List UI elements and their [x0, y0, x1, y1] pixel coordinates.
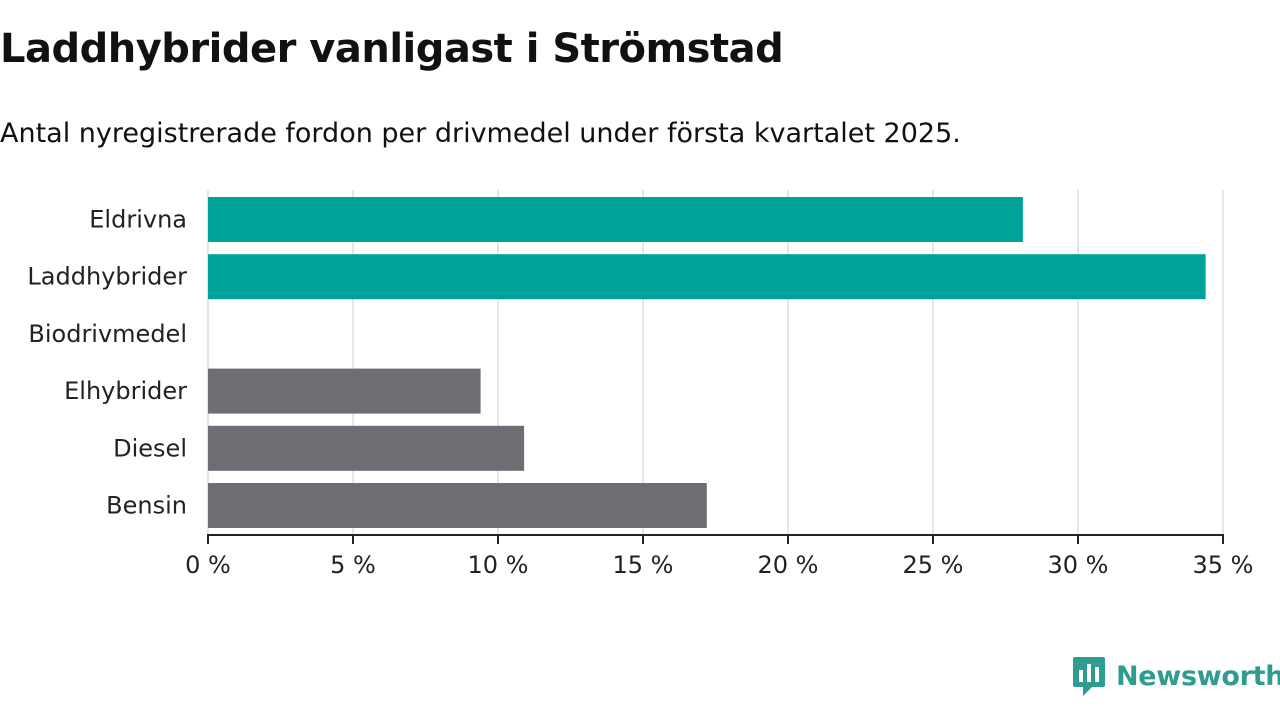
- chart-title: Laddhybrider vanligast i Strömstad: [0, 26, 784, 72]
- x-tick-label: 35 %: [1193, 551, 1254, 579]
- category-label: Bensin: [106, 492, 187, 520]
- x-tick-label: 5 %: [330, 551, 376, 579]
- category-label: Eldrivna: [89, 206, 187, 234]
- x-tick-label: 10 %: [468, 551, 529, 579]
- newsworthy-logo-icon: [1073, 657, 1105, 696]
- bar: [208, 254, 1206, 300]
- bar: [208, 425, 525, 471]
- brand-logo: Newsworthy: [1072, 654, 1280, 698]
- bar: [208, 197, 1023, 242]
- gridlines: [207, 190, 1224, 535]
- x-tick-label: 25 %: [903, 551, 964, 579]
- category-label: Biodrivmedel: [28, 320, 187, 348]
- x-axis: 0 % 5 % 10 % 15 % 20 % 25 % 30 % 35 %: [185, 534, 1254, 579]
- bars: [208, 197, 1206, 528]
- brand-name: Newsworthy: [1116, 660, 1280, 692]
- x-tick-label: 30 %: [1048, 551, 1109, 579]
- chart-subtitle: Antal nyregistrerade fordon per drivmede…: [0, 118, 961, 149]
- category-label: Elhybrider: [64, 377, 187, 405]
- bar: [208, 483, 707, 528]
- category-label: Laddhybrider: [27, 263, 187, 291]
- category-label: Diesel: [113, 434, 187, 462]
- bar-chart: Eldrivna Laddhybrider Biodrivmedel Elhybrid…: [27, 190, 1254, 579]
- x-tick-label: 15 %: [613, 551, 674, 579]
- bar: [208, 368, 481, 414]
- category-labels: Eldrivna Laddhybrider Biodrivmedel Elhybrid…: [27, 206, 187, 520]
- x-tick-label: 0 %: [185, 551, 231, 579]
- x-tick-label: 20 %: [758, 551, 819, 579]
